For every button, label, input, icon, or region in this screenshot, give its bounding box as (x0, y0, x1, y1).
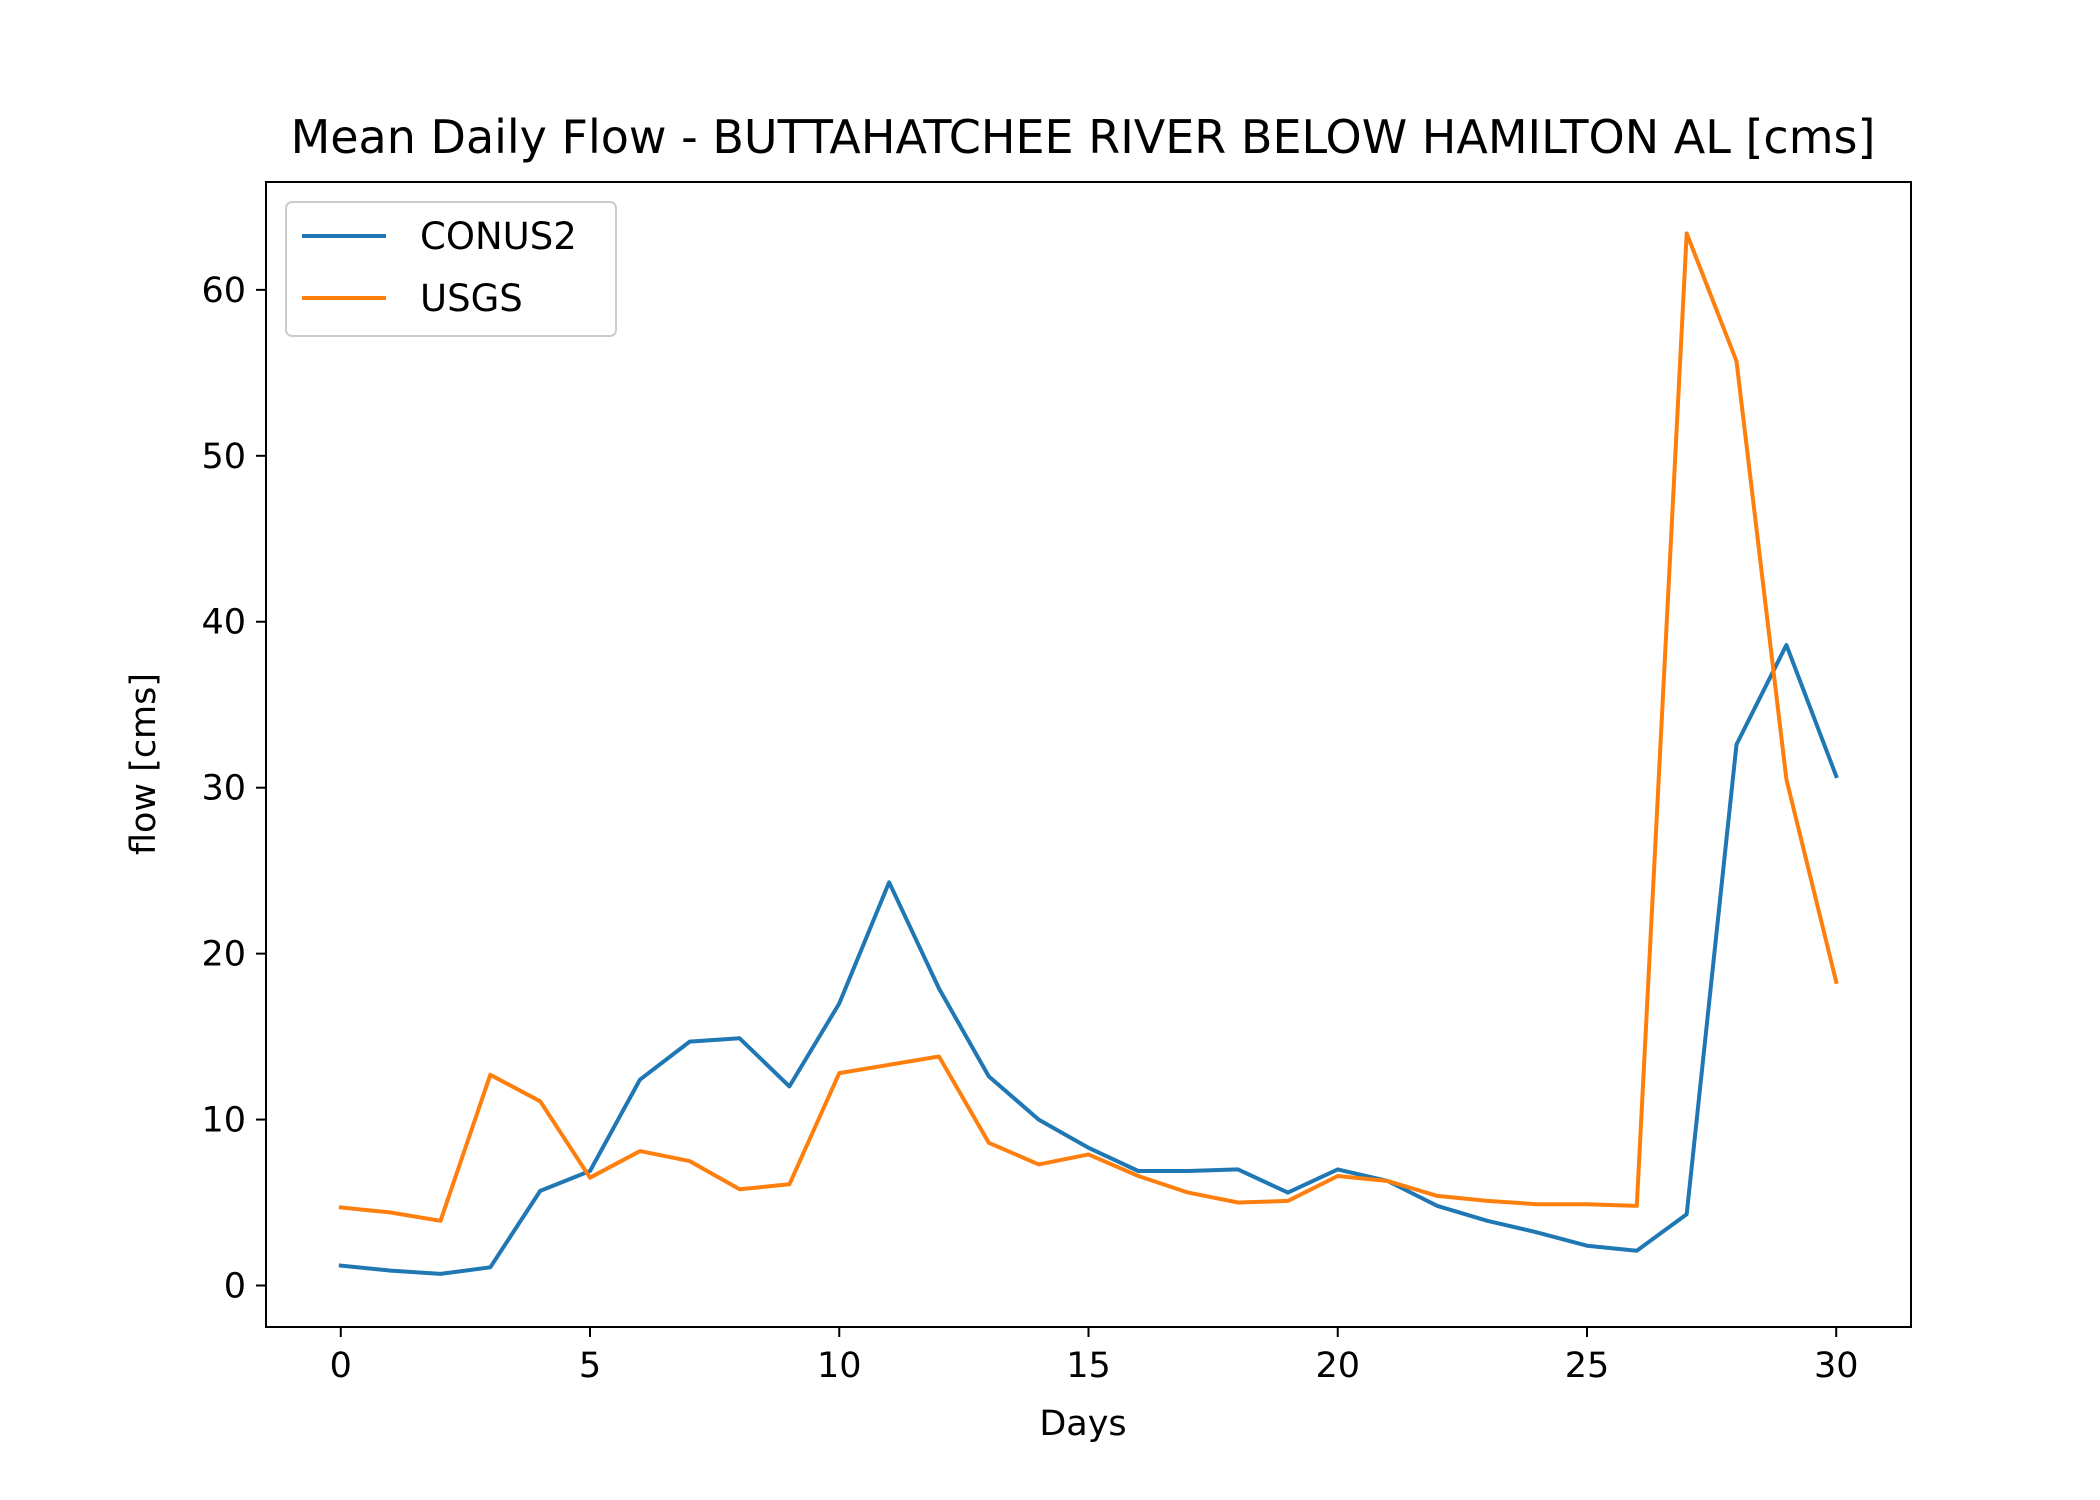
y-tick-label: 60 (201, 271, 246, 311)
x-tick-label: 5 (579, 1346, 601, 1386)
plot-area: 0 5 10 15 20 25 30 0 10 20 30 40 50 60 CONUS2 USGS (201, 181, 1912, 1386)
x-tick-label: 10 (817, 1346, 862, 1386)
y-tick-label: 30 (201, 769, 246, 809)
x-tick-label: 25 (1565, 1346, 1610, 1386)
series-line-usgs (338, 231, 1839, 1223)
y-tick-label: 10 (201, 1101, 246, 1141)
legend-label-usgs: USGS (420, 277, 523, 320)
series-line-conus2 (338, 643, 1839, 1276)
legend-label-conus2: CONUS2 (420, 215, 577, 258)
x-tick-label: 20 (1315, 1346, 1360, 1386)
x-axis-label: Days (1039, 1404, 1126, 1444)
chart-title: Mean Daily Flow - BUTTAHATCHEE RIVER BEL… (291, 110, 1876, 164)
y-axis-label: flow [cms] (124, 673, 164, 855)
y-tick-label: 50 (201, 437, 246, 477)
y-tick-label: 40 (201, 603, 246, 643)
y-tick-label: 20 (201, 935, 246, 975)
x-tick-label: 15 (1066, 1346, 1111, 1386)
x-tick-label: 30 (1814, 1346, 1859, 1386)
axes-frame (265, 181, 1912, 1328)
y-tick-label: 0 (224, 1267, 246, 1307)
x-tick-label: 0 (330, 1346, 352, 1386)
